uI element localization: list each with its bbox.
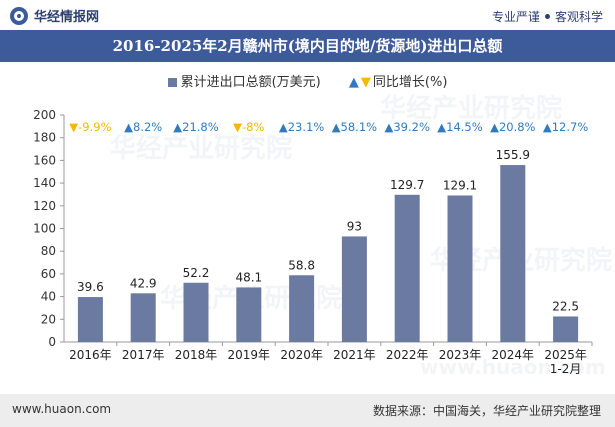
y-tick-label: 80 bbox=[41, 244, 56, 258]
bar-value-label: 22.5 bbox=[552, 299, 579, 313]
tagline-right: 客观科学 bbox=[554, 10, 603, 24]
x-tick-label: 2017年 bbox=[122, 348, 165, 362]
bar bbox=[130, 293, 156, 342]
footer-source: 数据来源：中国海关，华经产业研究院整理 bbox=[372, 404, 601, 418]
growth-label: ▲21.8% bbox=[173, 120, 218, 134]
y-tick-label: 100 bbox=[33, 222, 56, 236]
growth-label: ▲23.1% bbox=[279, 120, 324, 134]
y-tick-label: 20 bbox=[41, 312, 56, 326]
legend-label-growth: 同比增长(%) bbox=[372, 75, 448, 90]
tagline: 专业严谨 客观科学 bbox=[492, 8, 603, 25]
x-tick-label: 1-2月 bbox=[550, 362, 582, 376]
bar-value-label: 129.1 bbox=[443, 178, 477, 192]
growth-label: ▲12.7% bbox=[543, 120, 588, 134]
logo-icon bbox=[10, 6, 28, 25]
bar bbox=[341, 236, 367, 342]
bar bbox=[183, 282, 209, 342]
y-tick-label: 140 bbox=[33, 176, 56, 190]
logo: 华经情报网 bbox=[10, 6, 99, 25]
legend-item-growth: ▲ ▼ 同比增长(%) bbox=[349, 71, 448, 90]
y-tick-label: 60 bbox=[41, 267, 56, 281]
bar-value-label: 39.6 bbox=[77, 280, 104, 294]
x-tick-label: 2016年 bbox=[69, 348, 112, 362]
footer-website: www.huaon.com bbox=[12, 402, 112, 416]
bar bbox=[447, 195, 473, 342]
triangle-down-icon: ▼ bbox=[360, 75, 371, 90]
bar bbox=[289, 275, 315, 342]
triangle-up-icon: ▲ bbox=[348, 75, 359, 90]
bar bbox=[553, 316, 579, 342]
x-tick-label: 2018年 bbox=[175, 348, 218, 362]
title-bar: 2016-2025年2月赣州市(境内目的地/货源地)进出口总额 bbox=[0, 30, 615, 62]
growth-label: ▲39.2% bbox=[385, 120, 430, 134]
bar bbox=[236, 287, 262, 342]
top-bar: 华经情报网 专业严谨 客观科学 bbox=[0, 0, 615, 30]
x-tick-label: 2025年 bbox=[544, 348, 587, 362]
y-tick-label: 160 bbox=[33, 153, 56, 167]
legend-item-total: 累计进出口总额(万美元) bbox=[167, 71, 321, 90]
chart-title: 2016-2025年2月赣州市(境内目的地/货源地)进出口总额 bbox=[112, 37, 503, 55]
logo-text: 华经情报网 bbox=[34, 10, 100, 25]
bar-value-label: 93 bbox=[347, 219, 362, 233]
bar-value-label: 48.1 bbox=[235, 270, 262, 284]
x-tick-label: 2021年 bbox=[333, 348, 376, 362]
footer: www.huaon.com 数据来源：中国海关，华经产业研究院整理 bbox=[0, 394, 615, 427]
y-tick-label: 0 bbox=[48, 335, 56, 349]
y-tick-label: 40 bbox=[41, 290, 56, 304]
x-tick-label: 2020年 bbox=[280, 348, 323, 362]
growth-label: ▲20.8% bbox=[490, 120, 535, 134]
growth-label: ▼-9.9% bbox=[69, 120, 111, 134]
bar bbox=[77, 297, 103, 342]
legend-label-total: 累计进出口总额(万美元) bbox=[180, 75, 321, 90]
dot-icon bbox=[544, 14, 550, 19]
growth-label: ▲58.1% bbox=[332, 120, 377, 134]
bar-swatch-icon bbox=[167, 78, 177, 87]
x-tick-label: 2022年 bbox=[386, 348, 429, 362]
x-tick-label: 2023年 bbox=[439, 348, 482, 362]
y-tick-label: 200 bbox=[33, 108, 56, 122]
x-tick-label: 2024年 bbox=[492, 348, 535, 362]
y-tick-label: 180 bbox=[33, 131, 56, 145]
bar-value-label: 155.9 bbox=[496, 148, 530, 162]
growth-label: ▼-8% bbox=[233, 120, 264, 134]
bar-value-label: 52.2 bbox=[183, 266, 210, 280]
bar-value-label: 42.9 bbox=[130, 276, 157, 290]
growth-label: ▲14.5% bbox=[437, 120, 482, 134]
y-tick-label: 120 bbox=[33, 199, 56, 213]
bar-value-label: 129.7 bbox=[390, 178, 424, 192]
bar bbox=[394, 194, 420, 342]
bar bbox=[500, 165, 526, 342]
x-tick-label: 2019年 bbox=[228, 348, 271, 362]
bar-value-label: 58.8 bbox=[288, 258, 315, 272]
tagline-left: 专业严谨 bbox=[491, 10, 540, 24]
legend: 累计进出口总额(万美元) ▲ ▼ 同比增长(%) bbox=[0, 71, 615, 90]
growth-label: ▲8.2% bbox=[124, 120, 162, 134]
